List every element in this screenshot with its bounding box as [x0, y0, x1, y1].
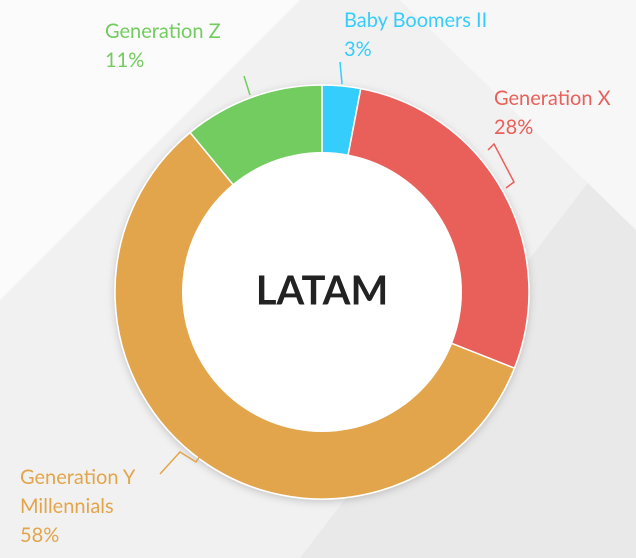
- donut-hole: [182, 152, 462, 432]
- leader-line: [159, 451, 201, 475]
- category-name: Generation Y Millennials: [20, 465, 135, 518]
- bg-shape: [400, 0, 636, 230]
- center-label: LATAM: [256, 265, 389, 313]
- leader-line: [487, 142, 515, 189]
- category-name: Generation X: [494, 86, 611, 110]
- value-label: 28%: [494, 115, 534, 139]
- segment-label: Generation X 28%: [494, 84, 636, 142]
- value-label: 58%: [20, 523, 60, 547]
- segment-label: Baby Boomers II 3%: [344, 6, 564, 64]
- value-label: 3%: [344, 37, 372, 61]
- bg-shape: [0, 0, 300, 300]
- leader-line: [243, 75, 251, 96]
- segment-label: Generation Y Millennials 58%: [20, 463, 170, 550]
- leader-line: [339, 61, 343, 85]
- category-name: Generation Z: [105, 19, 221, 43]
- segment-label: Generation Z 11%: [105, 17, 285, 75]
- value-label: 11%: [105, 48, 145, 72]
- category-name: Baby Boomers II: [344, 8, 488, 32]
